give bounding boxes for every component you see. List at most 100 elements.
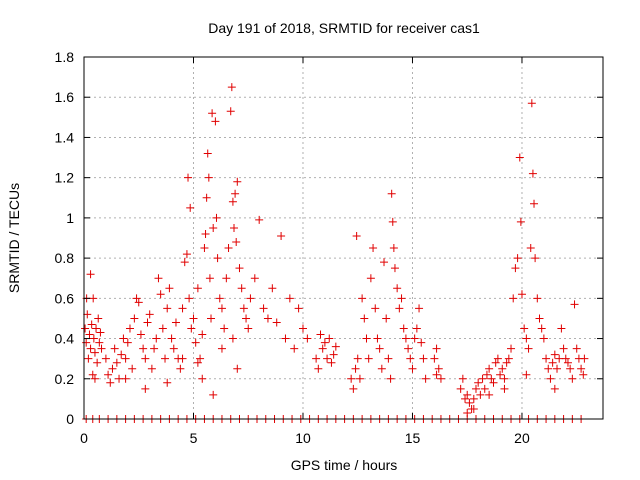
data-point [92,324,101,333]
data-point [312,354,321,363]
data-points [81,83,589,423]
data-point [237,284,246,293]
data-point [478,374,487,383]
data-point [347,374,356,383]
data-point [548,358,557,367]
data-point [171,318,180,327]
data-point [104,370,113,379]
data-point [550,350,559,359]
data-point [232,238,241,247]
y-tick-label: 0.6 [55,290,75,306]
data-point [516,217,525,226]
data-point [215,294,224,303]
data-point [386,374,395,383]
data-point [90,348,99,357]
data-point [139,344,148,353]
data-point [474,378,483,387]
data-point [395,304,404,313]
data-point [108,364,117,373]
data-point [150,344,159,353]
data-point [513,254,522,263]
data-point [132,294,141,303]
data-point [110,344,119,353]
data-point [577,364,586,373]
data-point [186,203,195,212]
data-point [421,374,430,383]
data-point [211,117,220,126]
data-point [566,364,575,373]
data-point [327,358,336,367]
data-point [502,358,511,367]
data-point [572,344,581,353]
data-point [419,354,428,363]
data-point [185,294,194,303]
data-point [198,330,207,339]
data-point [178,354,187,363]
data-point [193,284,202,293]
data-point [89,334,98,343]
data-point [528,169,537,178]
data-point [198,374,207,383]
data-point [235,264,244,273]
data-point [224,244,233,253]
data-point [200,244,209,253]
data-point [580,354,589,363]
data-point [397,294,406,303]
data-point [226,107,235,116]
data-point [526,244,535,253]
data-point [88,370,97,379]
data-point [87,320,96,329]
data-point [303,334,312,343]
data-point [496,370,505,379]
data-point [201,229,210,238]
data-point [136,330,145,339]
data-point [86,270,95,279]
data-point [537,324,546,333]
data-point [246,294,255,303]
data-point [384,354,393,363]
data-point [498,364,507,373]
data-point [469,404,478,413]
data-point [158,324,167,333]
data-point [233,364,242,373]
data-point [294,304,303,313]
data-point [281,334,290,343]
data-point [432,370,441,379]
data-point [329,350,338,359]
data-point [121,354,130,363]
data-point [369,244,378,253]
data-point [117,350,126,359]
data-point [389,244,398,253]
data-point [123,338,132,347]
data-point [517,290,526,299]
x-tick-label: 0 [80,430,88,446]
data-point [83,310,92,319]
data-point [504,354,513,363]
data-point [128,364,137,373]
data-point [485,390,494,399]
y-tick-label: 1.8 [55,49,75,65]
axis-ticks: 0 0.2 0.4 0.6 0.8 1 1.2 1.4 1.6 1.8 0 5 10 15 20 [55,49,603,446]
data-point [434,364,443,373]
data-point [507,344,516,353]
data-point [96,328,105,337]
data-point [412,324,421,333]
data-point [377,364,386,373]
data-point [231,189,240,198]
data-point [461,394,470,403]
data-point [415,304,424,313]
data-point [489,378,498,387]
data-point [500,384,509,393]
data-point [217,304,226,313]
data-point [112,358,121,367]
data-point [579,370,588,379]
data-point [180,258,189,267]
data-point [485,364,494,373]
data-point [208,109,217,118]
data-point [382,314,391,323]
data-point [351,364,360,373]
data-point [178,304,187,313]
data-point [373,334,382,343]
data-point [130,314,139,323]
